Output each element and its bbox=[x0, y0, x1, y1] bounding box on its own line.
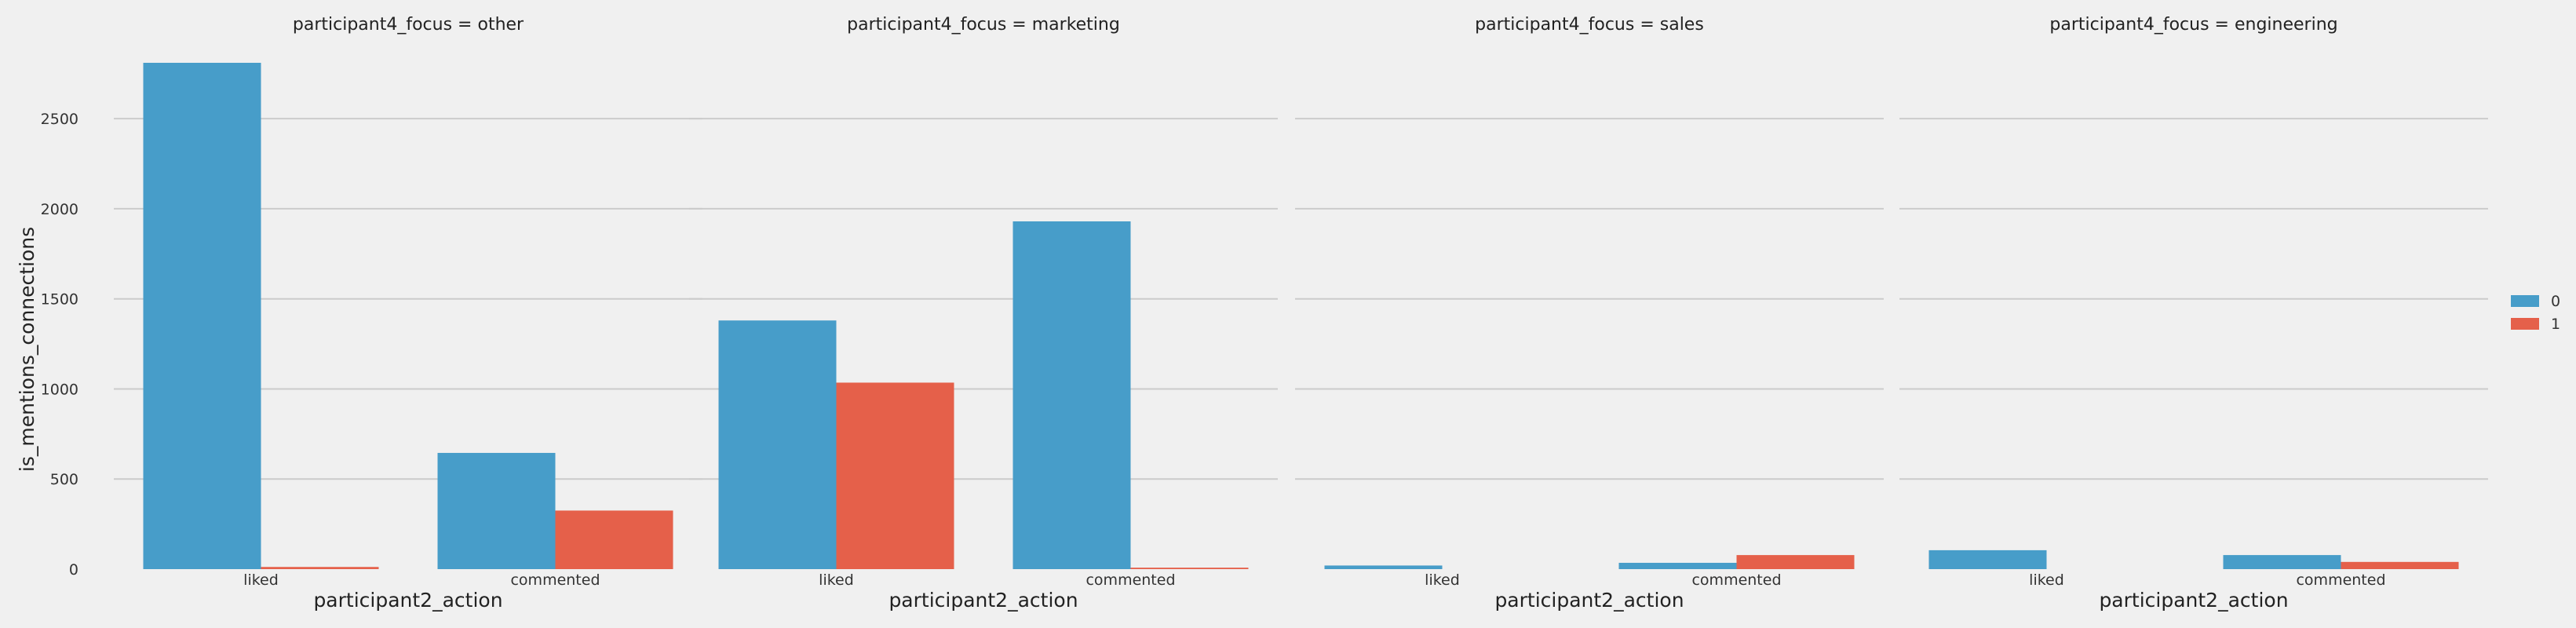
bar-commented-series-0 bbox=[437, 452, 556, 569]
bar-commented-series-1 bbox=[2341, 561, 2459, 569]
panels-layer: participant4_focus = other liked commented… bbox=[41, 15, 2488, 612]
y-tick-label: 0 bbox=[69, 561, 78, 579]
x-axis-label: participant2_action bbox=[2099, 589, 2288, 612]
bar-liked-series-0 bbox=[718, 320, 837, 569]
panel-title: participant4_focus = sales bbox=[1475, 15, 1704, 35]
x-tick-label: commented bbox=[510, 571, 600, 589]
y-tick-label: 2000 bbox=[41, 201, 78, 218]
legend-label-1: 1 bbox=[2551, 316, 2560, 333]
legend-label-0: 0 bbox=[2551, 293, 2560, 310]
panel-3: participant4_focus = engineering liked com… bbox=[1899, 15, 2488, 612]
y-tick-label: 1500 bbox=[41, 291, 78, 309]
panel-1: participant4_focus = marketing liked comme… bbox=[689, 15, 1278, 612]
x-tick-label: liked bbox=[1425, 571, 1460, 589]
x-tick-label: commented bbox=[2296, 571, 2385, 589]
bar-liked-series-0 bbox=[143, 63, 261, 569]
panel-title: participant4_focus = engineering bbox=[2049, 15, 2337, 35]
x-tick-label: commented bbox=[1085, 571, 1175, 589]
bar-liked-series-0 bbox=[1928, 550, 2047, 569]
x-tick-label: liked bbox=[2029, 571, 2064, 589]
legend-swatch-1 bbox=[2511, 318, 2539, 330]
legend: 0 1 bbox=[2511, 293, 2560, 333]
x-tick-label: commented bbox=[1691, 571, 1781, 589]
panel-title: participant4_focus = marketing bbox=[847, 15, 1120, 35]
x-axis-label: participant2_action bbox=[313, 589, 502, 612]
bar-commented-series-0 bbox=[1013, 221, 1131, 569]
bar-liked-series-1 bbox=[836, 382, 954, 569]
legend-swatch-0 bbox=[2511, 295, 2539, 307]
y-tick-label: 500 bbox=[50, 471, 78, 488]
x-axis-label: participant2_action bbox=[888, 589, 1078, 612]
x-tick-label: liked bbox=[243, 571, 279, 589]
panel-0: participant4_focus = other liked commented… bbox=[41, 15, 702, 612]
y-tick-label: 1000 bbox=[41, 381, 78, 398]
x-tick-label: liked bbox=[819, 571, 854, 589]
x-axis-label: participant2_action bbox=[1494, 589, 1684, 612]
y-axis-label: is_mentions_connections bbox=[16, 227, 38, 472]
y-tick-label: 2500 bbox=[41, 111, 78, 128]
bar-liked-series-1 bbox=[261, 567, 379, 569]
bar-commented-series-0 bbox=[1618, 562, 1737, 569]
panel-2: participant4_focus = sales liked commented… bbox=[1295, 15, 1884, 612]
bar-commented-series-0 bbox=[2223, 555, 2341, 569]
bar-commented-series-1 bbox=[555, 510, 673, 569]
panel-title: participant4_focus = other bbox=[293, 15, 524, 35]
bar-commented-series-1 bbox=[1736, 555, 1855, 569]
bar-liked-series-0 bbox=[1324, 565, 1443, 569]
bar-commented-series-1 bbox=[1130, 568, 1249, 569]
